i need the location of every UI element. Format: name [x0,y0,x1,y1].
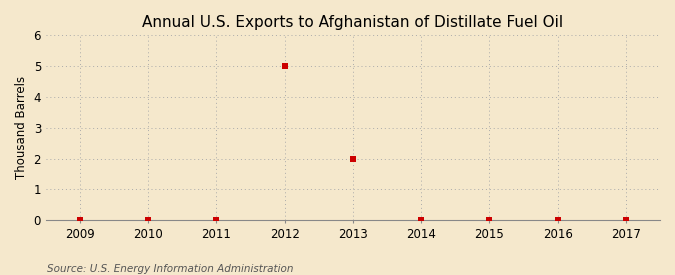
Y-axis label: Thousand Barrels: Thousand Barrels [15,76,28,179]
Text: Source: U.S. Energy Information Administration: Source: U.S. Energy Information Administ… [47,264,294,274]
Title: Annual U.S. Exports to Afghanistan of Distillate Fuel Oil: Annual U.S. Exports to Afghanistan of Di… [142,15,564,30]
